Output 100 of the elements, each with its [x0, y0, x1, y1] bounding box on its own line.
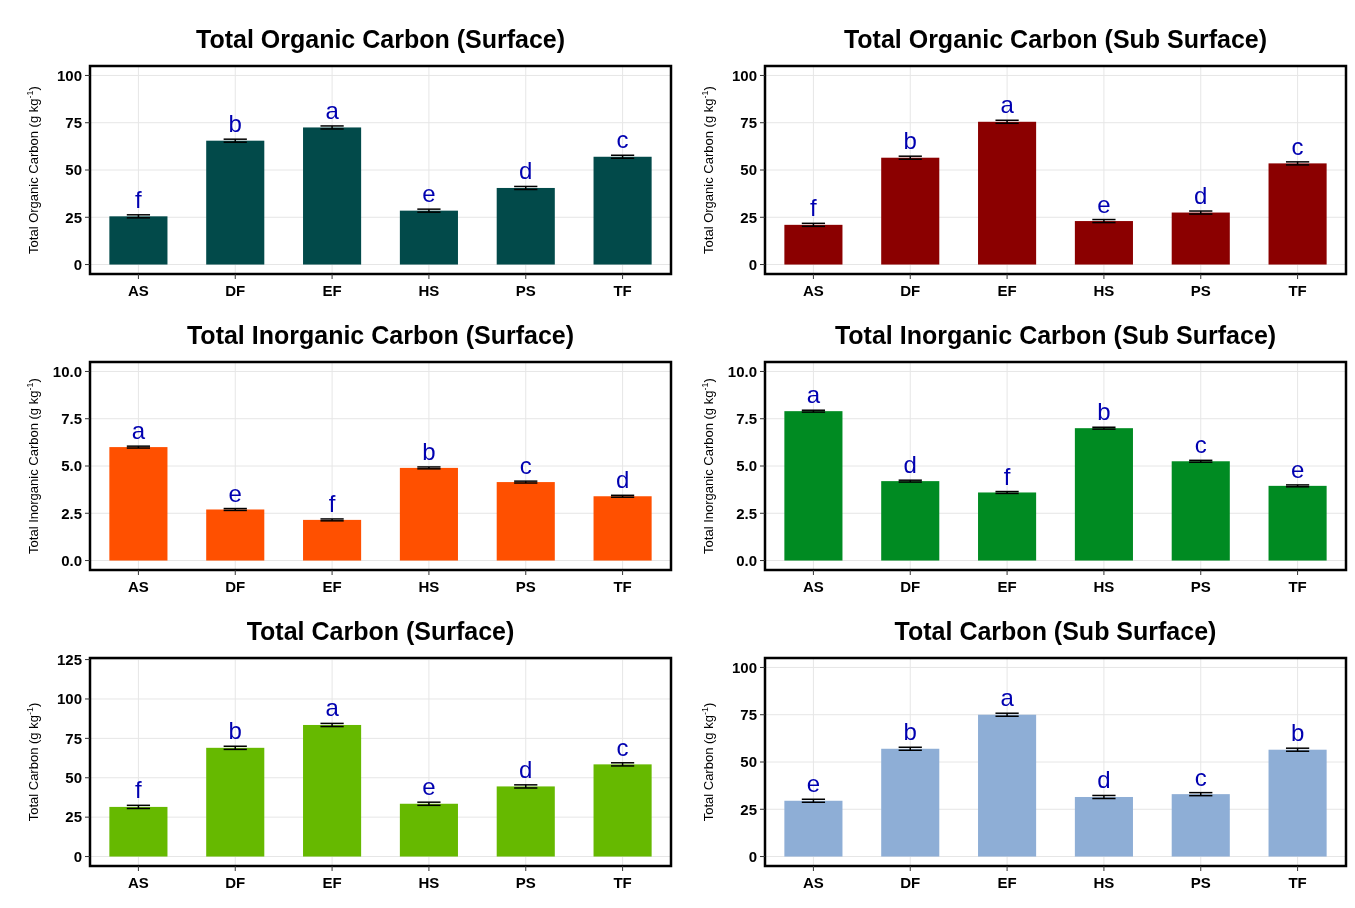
y-tick-label: 7.5 [736, 409, 757, 427]
bar [1268, 485, 1327, 561]
y-tick-label: 0.0 [61, 551, 82, 569]
y-tick-label: 75 [65, 729, 82, 747]
x-tick-label: HS [418, 282, 440, 299]
y-tick-label: 5.0 [61, 457, 82, 475]
annotation: e [422, 180, 436, 208]
annotation: a [325, 694, 340, 722]
x-tick-label: TF [613, 874, 632, 891]
x-tick-label: HS [1093, 874, 1115, 891]
x-tick-label: HS [1093, 578, 1115, 595]
y-tick-label: 7.5 [61, 409, 82, 427]
x-tick-label: TF [613, 282, 632, 299]
bar [303, 724, 362, 857]
bar [593, 496, 652, 561]
bar [978, 121, 1037, 265]
annotation: b [1097, 398, 1111, 426]
x-tick-label: DF [900, 282, 921, 299]
bar [109, 216, 168, 265]
y-tick-label: 2.5 [736, 504, 757, 522]
annotation: d [615, 466, 630, 494]
bar [784, 224, 843, 265]
bar [881, 481, 940, 561]
bar [496, 187, 555, 265]
y-tick-label: 50 [65, 161, 82, 179]
annotation: a [1000, 684, 1015, 712]
chart-title: Total Inorganic Carbon (Sub Surface) [834, 321, 1277, 349]
x-tick-label: EF [322, 874, 342, 891]
annotation: a [131, 417, 146, 445]
bar [303, 519, 362, 561]
y-tick-label: 100 [731, 66, 757, 84]
annotation: b [903, 127, 917, 155]
x-tick-label: TF [1288, 874, 1307, 891]
y-tick-label: 25 [740, 208, 757, 226]
x-tick-label: PS [515, 874, 536, 891]
y-tick-label: 100 [56, 690, 82, 708]
x-tick-label: TF [1288, 578, 1307, 595]
x-tick-label: HS [1093, 282, 1115, 299]
annotation: b [903, 718, 917, 746]
bar [399, 803, 458, 857]
x-tick-label: PS [1190, 874, 1211, 891]
y-tick-label: 25 [65, 808, 82, 826]
x-tick-label: HS [418, 578, 440, 595]
y-tick-label: 0 [748, 847, 757, 865]
bar [109, 806, 168, 857]
bar [206, 140, 265, 265]
bar [1074, 796, 1133, 857]
annotation: b [228, 110, 242, 138]
x-tick-label: PS [515, 578, 536, 595]
bar [1268, 163, 1327, 265]
x-tick-label: PS [1190, 282, 1211, 299]
annotation: f [135, 185, 143, 213]
annotation: e [228, 479, 242, 507]
y-tick-label: 5.0 [736, 457, 757, 475]
bar [978, 714, 1037, 857]
x-tick-label: AS [127, 578, 149, 595]
y-tick-label: 10.0 [727, 362, 757, 380]
x-tick-label: AS [802, 874, 824, 891]
y-tick-label: 10.0 [52, 362, 82, 380]
x-tick-label: AS [802, 578, 824, 595]
bar [1171, 212, 1230, 265]
y-tick-label: 50 [740, 753, 757, 771]
x-tick-label: DF [225, 874, 246, 891]
bar [496, 482, 555, 561]
annotation: c [616, 733, 629, 761]
annotation: c [1194, 431, 1207, 459]
y-tick-label: 75 [65, 113, 82, 131]
chart-title: Total Organic Carbon (Surface) [195, 25, 566, 53]
y-tick-label: 100 [731, 658, 757, 676]
annotation: e [1290, 455, 1305, 483]
bar [303, 127, 362, 265]
y-tick-label: 25 [65, 208, 82, 226]
annotation: c [1194, 763, 1207, 791]
x-tick-label: HS [418, 874, 440, 891]
y-tick-label: 0 [748, 255, 757, 273]
x-tick-label: DF [225, 578, 246, 595]
y-tick-label: 0 [73, 847, 82, 865]
y-tick-label: 0.0 [736, 551, 757, 569]
annotation: b [1290, 719, 1305, 747]
annotation: e [1097, 190, 1111, 218]
annotation: f [1003, 462, 1011, 490]
y-tick-label: 75 [740, 113, 757, 131]
annotation: b [228, 717, 242, 745]
chart-title: Total Organic Carbon (Sub Surface) [843, 25, 1268, 53]
x-tick-label: DF [900, 578, 921, 595]
x-tick-label: TF [613, 578, 632, 595]
x-tick-label: EF [997, 282, 1017, 299]
x-tick-label: AS [127, 874, 149, 891]
bar [399, 210, 458, 265]
x-tick-label: TF [1288, 282, 1307, 299]
chart-title: Total Inorganic Carbon (Surface) [186, 321, 575, 349]
annotation: c [1291, 132, 1304, 160]
annotation: e [422, 773, 436, 801]
bar [593, 764, 652, 857]
bar [1074, 221, 1133, 265]
x-tick-label: EF [997, 874, 1017, 891]
bar [1171, 794, 1230, 857]
y-tick-label: 50 [65, 769, 82, 787]
x-tick-label: EF [997, 578, 1017, 595]
bar [978, 492, 1037, 561]
